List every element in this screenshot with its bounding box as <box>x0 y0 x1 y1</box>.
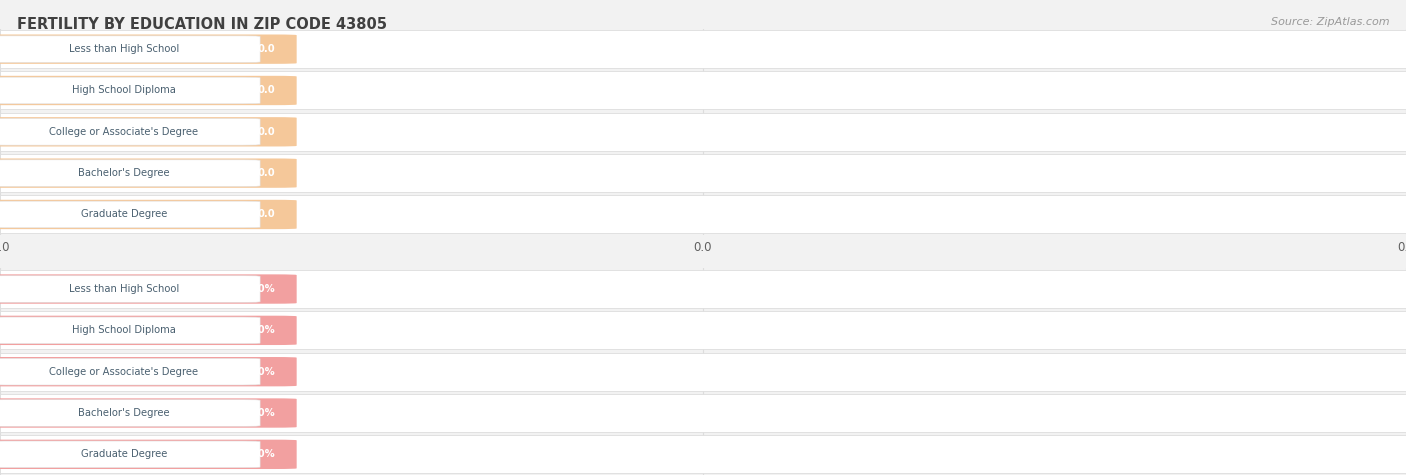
Text: 0.0%: 0.0% <box>247 408 276 418</box>
FancyBboxPatch shape <box>0 30 1406 68</box>
FancyBboxPatch shape <box>0 159 297 188</box>
FancyBboxPatch shape <box>0 441 260 468</box>
FancyBboxPatch shape <box>0 358 260 385</box>
FancyBboxPatch shape <box>0 201 260 228</box>
Text: 0.0: 0.0 <box>257 168 276 178</box>
Text: College or Associate's Degree: College or Associate's Degree <box>49 367 198 377</box>
FancyBboxPatch shape <box>0 76 297 105</box>
FancyBboxPatch shape <box>0 71 1406 110</box>
FancyBboxPatch shape <box>0 36 260 63</box>
FancyBboxPatch shape <box>0 317 260 344</box>
FancyBboxPatch shape <box>0 113 1406 151</box>
FancyBboxPatch shape <box>0 440 297 469</box>
Text: 0.0%: 0.0% <box>247 284 276 294</box>
Text: FERTILITY BY EDUCATION IN ZIP CODE 43805: FERTILITY BY EDUCATION IN ZIP CODE 43805 <box>17 17 387 32</box>
Text: High School Diploma: High School Diploma <box>72 86 176 95</box>
Text: Less than High School: Less than High School <box>69 44 179 54</box>
FancyBboxPatch shape <box>0 316 297 345</box>
FancyBboxPatch shape <box>0 275 297 304</box>
Text: Bachelor's Degree: Bachelor's Degree <box>77 408 170 418</box>
Text: Bachelor's Degree: Bachelor's Degree <box>77 168 170 178</box>
FancyBboxPatch shape <box>0 77 260 104</box>
FancyBboxPatch shape <box>0 276 260 303</box>
FancyBboxPatch shape <box>0 435 1406 474</box>
Text: 0.0%: 0.0% <box>247 449 276 459</box>
Text: Graduate Degree: Graduate Degree <box>80 209 167 219</box>
Text: Graduate Degree: Graduate Degree <box>80 449 167 459</box>
FancyBboxPatch shape <box>0 399 297 428</box>
Text: 0.0%: 0.0% <box>247 325 276 335</box>
FancyBboxPatch shape <box>0 311 1406 350</box>
FancyBboxPatch shape <box>0 394 1406 432</box>
Text: Source: ZipAtlas.com: Source: ZipAtlas.com <box>1271 17 1389 27</box>
Text: College or Associate's Degree: College or Associate's Degree <box>49 127 198 137</box>
Text: 0.0: 0.0 <box>257 44 276 54</box>
Text: 0.0: 0.0 <box>257 127 276 137</box>
FancyBboxPatch shape <box>0 118 260 145</box>
Text: 0.0%: 0.0% <box>247 367 276 377</box>
FancyBboxPatch shape <box>0 35 297 64</box>
Text: Less than High School: Less than High School <box>69 284 179 294</box>
FancyBboxPatch shape <box>0 352 1406 391</box>
Text: 0.0: 0.0 <box>257 209 276 219</box>
FancyBboxPatch shape <box>0 399 260 427</box>
Text: High School Diploma: High School Diploma <box>72 325 176 335</box>
Text: 0.0: 0.0 <box>257 86 276 95</box>
FancyBboxPatch shape <box>0 200 297 229</box>
FancyBboxPatch shape <box>0 195 1406 234</box>
FancyBboxPatch shape <box>0 154 1406 192</box>
FancyBboxPatch shape <box>0 160 260 187</box>
FancyBboxPatch shape <box>0 117 297 146</box>
FancyBboxPatch shape <box>0 357 297 386</box>
FancyBboxPatch shape <box>0 270 1406 308</box>
